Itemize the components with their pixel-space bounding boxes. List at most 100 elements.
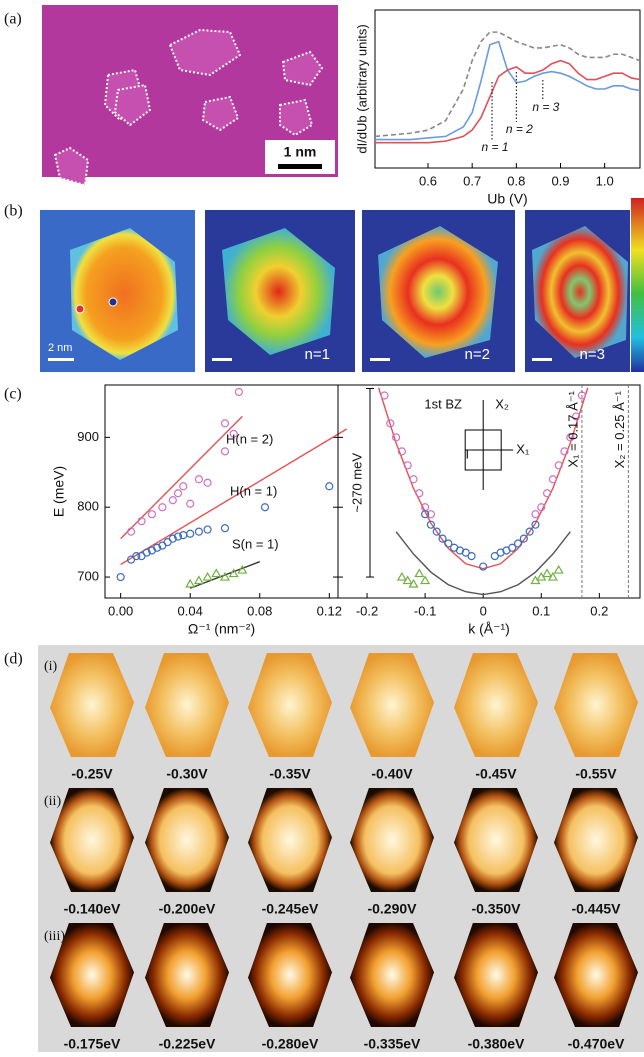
data-point [186, 580, 194, 587]
annotation: n = 3 [532, 100, 559, 114]
fit-line [121, 416, 243, 538]
data-point [398, 573, 406, 580]
image-label: n=3 [580, 346, 605, 363]
data-point [221, 525, 228, 532]
data-point [235, 388, 242, 395]
voltage-label: -0.470eV [568, 1036, 625, 1052]
scale-bar [532, 358, 552, 361]
scale-bar-label: 2 nm [48, 342, 72, 354]
plot-frame [338, 385, 640, 598]
colorbar [631, 198, 644, 372]
x-tick-label: 0.6 [419, 173, 437, 188]
voltage-label: -0.350V [471, 901, 521, 917]
voltage-label: -0.35V [269, 766, 311, 782]
x-tick-label: 0.2 [590, 603, 608, 618]
data-point [169, 497, 176, 504]
voltage-label: -0.225eV [159, 1036, 216, 1052]
x-tick-label: -0.1 [414, 603, 436, 618]
data-point [187, 500, 194, 507]
x-tick-label: 0.1 [532, 603, 550, 618]
series-label: H(n = 2) [226, 431, 273, 446]
x-tick-label: 0.8 [507, 173, 525, 188]
data-point [549, 476, 556, 483]
marker-dot [109, 298, 117, 306]
voltage-label: -0.30V [166, 766, 208, 782]
data-point [117, 574, 124, 581]
reference-label: X₁ = 0.17 Å⁻¹ [565, 390, 580, 467]
y-tick-label: 900 [77, 429, 99, 444]
voltage-label: -0.55V [575, 766, 617, 782]
voltage-label: -0.200eV [159, 901, 216, 917]
annotation: n = 1 [482, 140, 509, 154]
x-axis-label: k (Å⁻¹) [468, 621, 510, 637]
inset-label: X₂ [495, 396, 509, 411]
voltage-label: -0.335eV [364, 1036, 421, 1052]
data-point [416, 490, 423, 497]
reference-label: X₂ = 0.25 Å⁻¹ [612, 390, 627, 468]
plot-frame [105, 385, 338, 598]
inset-label: X₁ [516, 441, 530, 456]
data-point [180, 483, 187, 490]
row-label: (iii) [44, 929, 65, 944]
data-point [532, 511, 539, 518]
data-point [421, 577, 429, 584]
scale-bar [370, 358, 390, 361]
voltage-label: -0.40V [371, 766, 413, 782]
data-point [326, 483, 333, 490]
data-line [375, 32, 640, 136]
data-point [221, 420, 228, 427]
x-tick-label: 0.00 [108, 603, 133, 618]
panel-label: (d) [4, 651, 23, 668]
span-label: ~270 meV [349, 453, 364, 513]
data-point [195, 476, 202, 483]
data-point [195, 577, 203, 584]
data-point [415, 570, 423, 577]
panel-label: (a) [4, 11, 22, 28]
y-tick-label: 700 [77, 568, 99, 583]
data-point [555, 566, 563, 573]
image-label: n=1 [305, 346, 330, 363]
voltage-label: -0.245eV [262, 901, 319, 917]
data-point [159, 504, 166, 511]
inset-label: Γ [466, 446, 473, 461]
figure: 1 nm 2 nm (a) (b) (c) (d) n=1n=2n=3(i)-0… [0, 0, 644, 1052]
data-point [128, 528, 135, 535]
data-point [138, 518, 145, 525]
data-point [204, 526, 211, 533]
scale-bar [212, 358, 232, 361]
x-tick-label: 0 [480, 603, 487, 618]
x-tick-label: 0.9 [551, 173, 569, 188]
marker-dot [76, 305, 84, 313]
voltage-label: -0.45V [475, 766, 517, 782]
data-point [175, 490, 182, 497]
data-point [204, 573, 212, 580]
y-tick-label: 800 [77, 499, 99, 514]
x-tick-label: 1.0 [596, 173, 614, 188]
voltage-label: -0.445V [571, 901, 621, 917]
y-axis-label: dI/dUb (arbitrary units) [354, 24, 369, 153]
data-point [148, 511, 155, 518]
voltage-label: -0.290V [367, 901, 417, 917]
data-point [261, 504, 268, 511]
series-label: S(n = 1) [232, 536, 279, 551]
x-tick-label: 0.04 [178, 603, 203, 618]
voltage-label: -0.140eV [64, 901, 121, 917]
data-point [195, 528, 202, 535]
row-label: (i) [44, 659, 58, 674]
x-tick-label: 0.7 [463, 173, 481, 188]
fit-line [190, 562, 260, 589]
voltage-label: -0.25V [71, 766, 113, 782]
x-tick-label: 0.12 [317, 603, 342, 618]
y-axis-label: E (meV) [51, 466, 67, 517]
data-point [544, 490, 551, 497]
data-point [468, 553, 475, 560]
scale-bar [278, 164, 322, 169]
voltage-label: -0.280eV [262, 1036, 319, 1052]
row-label: (ii) [44, 794, 61, 809]
image-label: n=2 [465, 346, 490, 363]
x-tick-label: -0.2 [356, 603, 378, 618]
data-point [381, 392, 388, 399]
x-axis-label: Ω⁻¹ (nm⁻²) [188, 621, 255, 637]
x-tick-label: 0.08 [247, 603, 272, 618]
data-point [204, 479, 211, 486]
